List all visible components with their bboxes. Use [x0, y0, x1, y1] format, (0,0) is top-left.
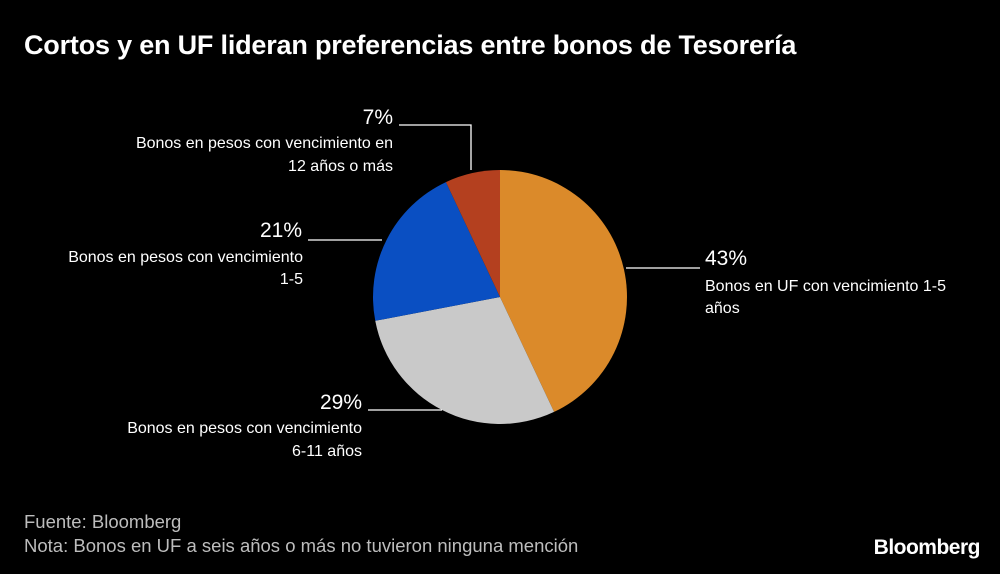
slice-category-label: Bonos en pesos con vencimiento — [127, 420, 362, 437]
slice-category-label: Bonos en pesos con vencimiento en — [136, 135, 393, 152]
slice-category-label: Bonos en UF con vencimiento 1-5 — [705, 278, 946, 295]
footnote: Nota: Bonos en UF a seis años o más no t… — [24, 535, 579, 556]
slice-category-label: Bonos en pesos con vencimiento — [68, 249, 303, 266]
slice-percent-label: 21% — [260, 219, 302, 242]
bloomberg-logo: Bloomberg — [873, 536, 981, 559]
leader-line-4 — [399, 124, 472, 170]
chart-title: Cortos y en UF lideran preferencias entr… — [24, 30, 797, 60]
slice-category-label: años — [705, 300, 740, 317]
slice-percent-label: 29% — [320, 391, 362, 414]
pie-slice-3 — [373, 182, 500, 321]
source-note: Fuente: Bloomberg — [24, 511, 182, 532]
pie-slice-4 — [445, 170, 500, 297]
pie-slice-2 — [375, 297, 555, 424]
slice-category-label: 1-5 — [280, 271, 303, 288]
slice-percent-label: 7% — [363, 106, 393, 129]
slice-category-label: 12 años o más — [288, 158, 393, 175]
slice-category-label: 6-11 años — [292, 443, 362, 460]
slice-percent-label: 43% — [705, 247, 747, 270]
pie-slice-1 — [500, 170, 627, 412]
